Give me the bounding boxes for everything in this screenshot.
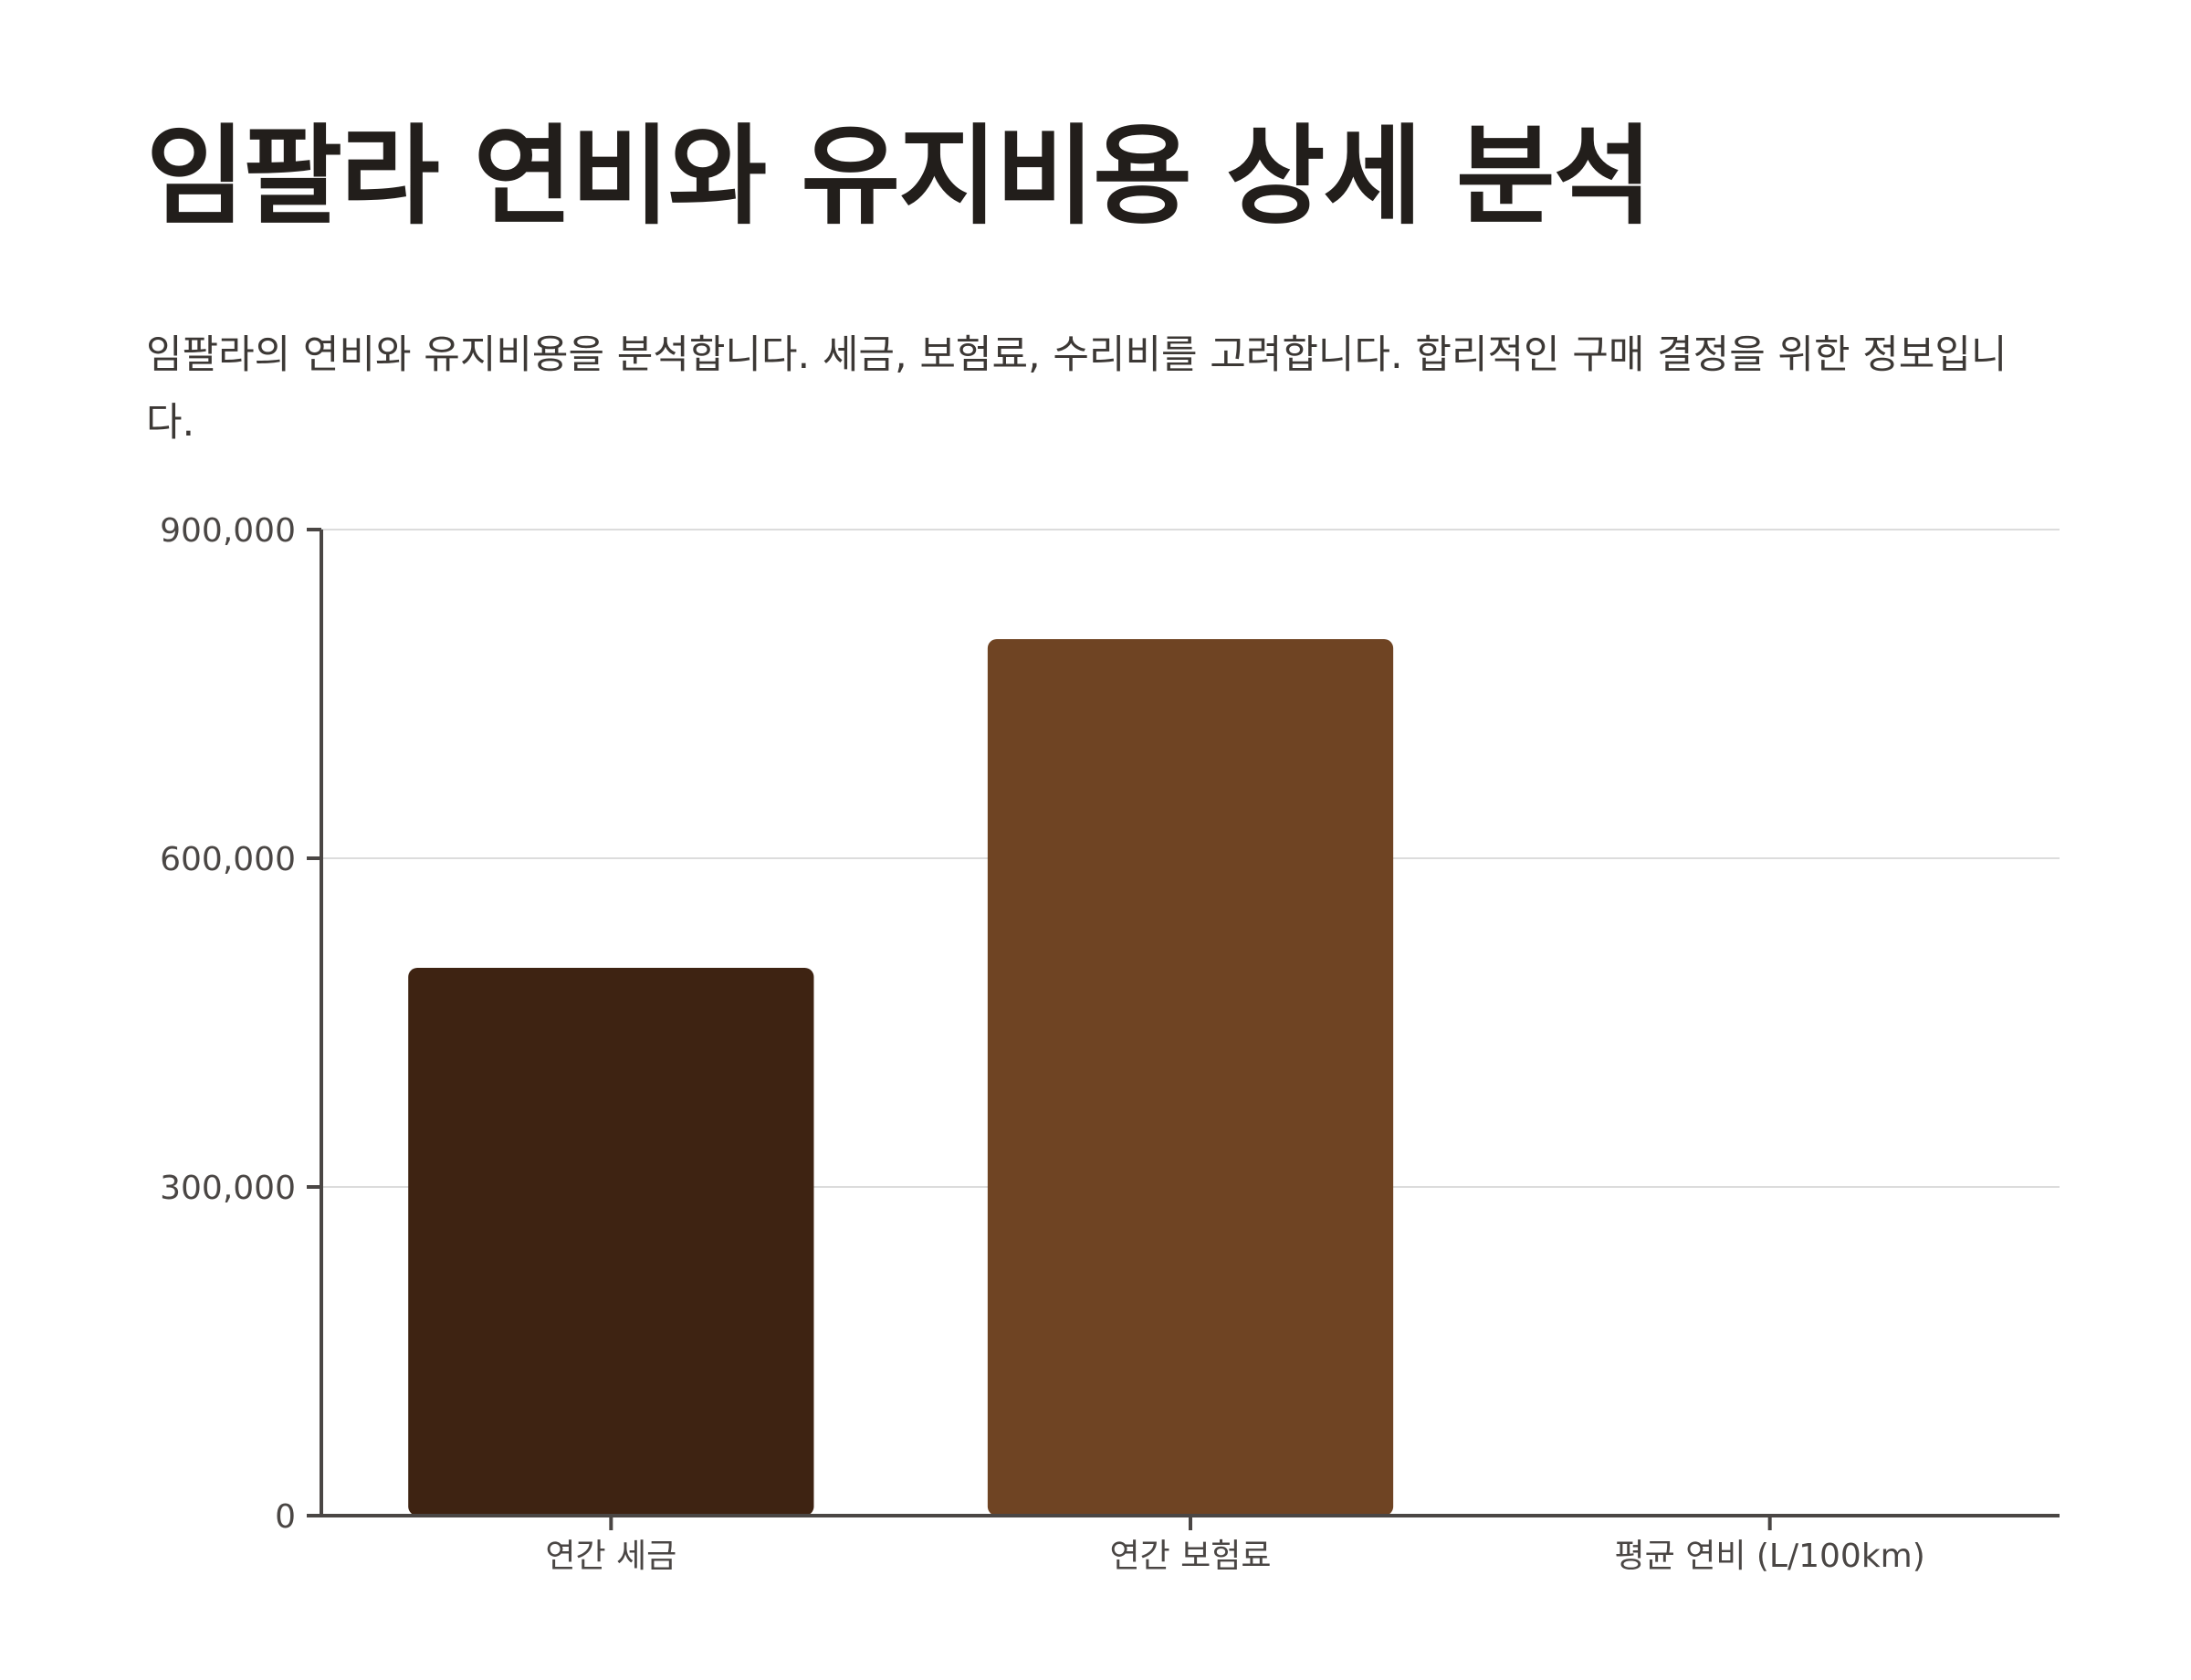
bar-2 [987, 639, 1394, 1516]
tick-labels: 0 300,000 600,000 900,000 연간 세금 연간 보험료 평균 연비 (… [160, 512, 1925, 1575]
axes [307, 528, 2060, 1530]
bars [408, 639, 1973, 1516]
x-tick-label: 평균 연비 (L/100km) [1615, 1538, 1925, 1575]
y-tick-label: 900,000 [160, 512, 296, 550]
bar-1 [408, 968, 814, 1516]
y-tick-label: 600,000 [160, 841, 296, 878]
page-subtitle: 임팔라의 연비와 유지비용을 분석합니다. 세금, 보험료, 수리비를 고려합니… [146, 332, 2008, 446]
x-tick-label: 연간 보험료 [1109, 1538, 1271, 1575]
y-tick-label: 0 [275, 1498, 296, 1536]
y-tick-label: 300,000 [160, 1170, 296, 1207]
page-title: 임팔라 연비와 유지비용 상세 분석 [146, 113, 1652, 239]
x-tick-label: 연간 세금 [545, 1538, 676, 1575]
